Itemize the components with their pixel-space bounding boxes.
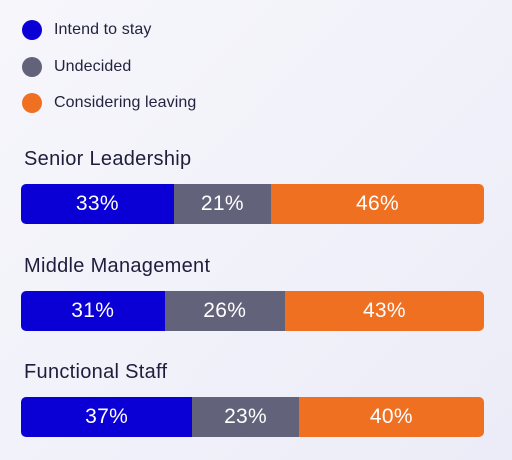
- bar-segment-considering-leaving: 40%: [298, 397, 484, 437]
- data-label: 37%: [85, 405, 129, 428]
- bar-segment-intend-to-stay: 33%: [21, 184, 174, 224]
- data-label: 33%: [75, 192, 119, 215]
- bar-segment-undecided: 21%: [173, 184, 271, 224]
- bar-segment-considering-leaving: 46%: [271, 184, 484, 224]
- data-label: 40%: [369, 405, 413, 428]
- legend-label: Considering leaving: [54, 94, 197, 112]
- chart-legend: Intend to stay Undecided Considering lea…: [22, 12, 196, 122]
- data-label: 26%: [203, 299, 247, 322]
- legend-swatch-intend-to-stay: [22, 20, 42, 41]
- legend-swatch-considering-leaving: [22, 93, 42, 114]
- legend-label: Undecided: [54, 57, 132, 75]
- bar-group-middle-management: Middle Management 31% 26% 43%: [21, 253, 484, 331]
- legend-item-considering-leaving: Considering leaving: [22, 85, 196, 122]
- data-label: 43%: [362, 299, 406, 322]
- bar-group-senior-leadership: Senior Leadership 33% 21% 46%: [21, 146, 484, 224]
- bar-group-functional-staff: Functional Staff 37% 23% 40%: [21, 359, 484, 437]
- bar-segment-undecided: 26%: [164, 291, 285, 331]
- stacked-bar: 31% 26% 43%: [21, 291, 484, 331]
- category-label: Functional Staff: [24, 361, 168, 383]
- legend-label: Intend to stay: [54, 21, 152, 39]
- legend-swatch-undecided: [22, 56, 42, 77]
- data-label: 21%: [200, 192, 244, 215]
- stacked-bar: 33% 21% 46%: [21, 184, 484, 224]
- data-label: 31%: [71, 299, 115, 322]
- data-label: 23%: [224, 405, 267, 428]
- category-label: Senior Leadership: [24, 148, 192, 170]
- bar-segment-intend-to-stay: 37%: [21, 397, 193, 437]
- legend-item-undecided: Undecided: [22, 49, 196, 86]
- category-label: Middle Management: [24, 255, 211, 277]
- bar-segment-intend-to-stay: 31%: [21, 291, 165, 331]
- stacked-bar: 37% 23% 40%: [21, 397, 484, 437]
- bar-segment-considering-leaving: 43%: [284, 291, 484, 331]
- bar-segment-undecided: 23%: [192, 397, 299, 437]
- data-label: 46%: [356, 192, 399, 215]
- legend-item-intend-to-stay: Intend to stay: [22, 12, 196, 49]
